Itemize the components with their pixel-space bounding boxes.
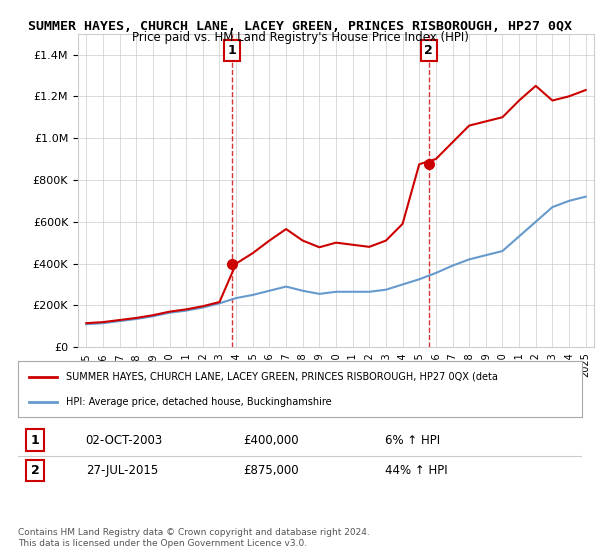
Text: £400,000: £400,000 <box>244 433 299 447</box>
Text: £875,000: £875,000 <box>244 464 299 477</box>
Text: 1: 1 <box>31 433 39 447</box>
Text: 6% ↑ HPI: 6% ↑ HPI <box>385 433 440 447</box>
Text: Contains HM Land Registry data © Crown copyright and database right 2024.: Contains HM Land Registry data © Crown c… <box>18 528 370 536</box>
Text: 44% ↑ HPI: 44% ↑ HPI <box>385 464 447 477</box>
Text: HPI: Average price, detached house, Buckinghamshire: HPI: Average price, detached house, Buck… <box>66 396 332 407</box>
Text: Price paid vs. HM Land Registry's House Price Index (HPI): Price paid vs. HM Land Registry's House … <box>131 31 469 44</box>
Text: 2: 2 <box>424 44 433 57</box>
Text: 02-OCT-2003: 02-OCT-2003 <box>86 433 163 447</box>
Text: This data is licensed under the Open Government Licence v3.0.: This data is licensed under the Open Gov… <box>18 539 307 548</box>
Text: 1: 1 <box>227 44 236 57</box>
Text: SUMMER HAYES, CHURCH LANE, LACEY GREEN, PRINCES RISBOROUGH, HP27 0QX: SUMMER HAYES, CHURCH LANE, LACEY GREEN, … <box>28 20 572 32</box>
Text: SUMMER HAYES, CHURCH LANE, LACEY GREEN, PRINCES RISBOROUGH, HP27 0QX (deta: SUMMER HAYES, CHURCH LANE, LACEY GREEN, … <box>66 372 498 382</box>
Text: 27-JUL-2015: 27-JUL-2015 <box>86 464 158 477</box>
Text: 2: 2 <box>31 464 39 477</box>
